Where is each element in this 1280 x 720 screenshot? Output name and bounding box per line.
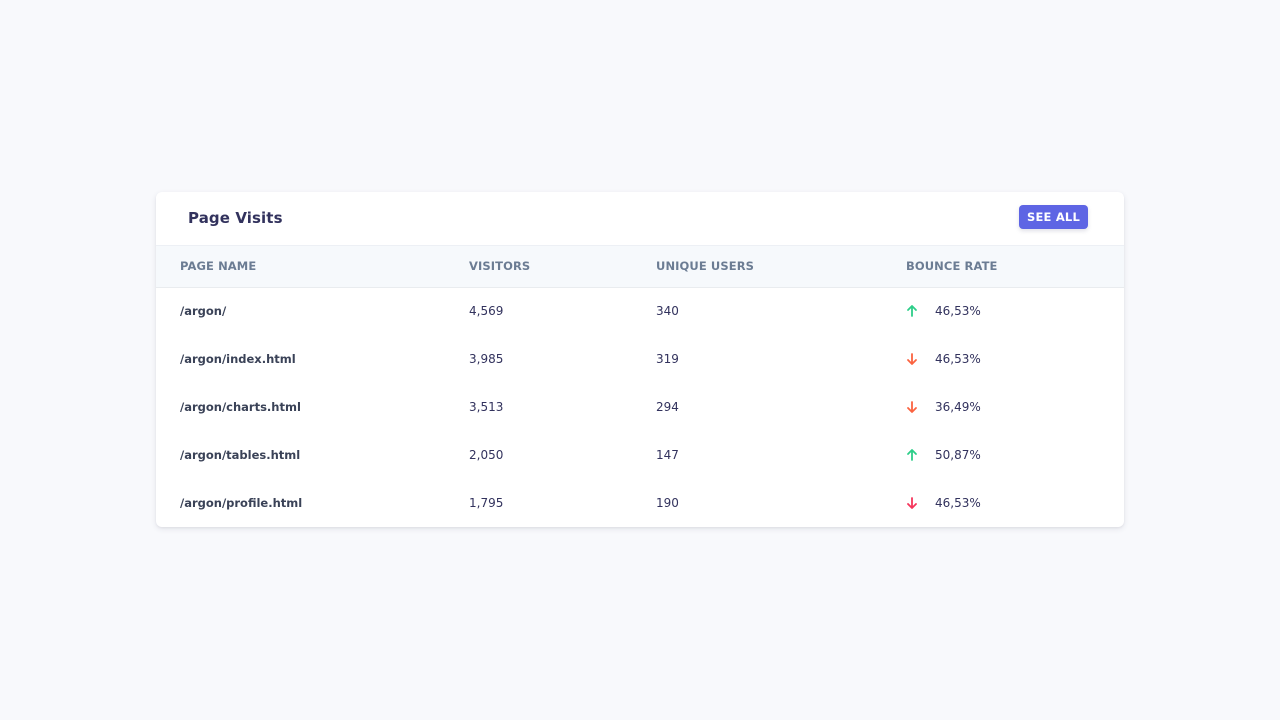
bounce-rate-value: 50,87% <box>935 448 981 462</box>
arrow-down-icon <box>906 496 918 510</box>
unique-users-cell: 340 <box>656 304 679 319</box>
page-visits-card: Page Visits SEE ALL PAGE NAME VISITORS U… <box>156 192 1124 527</box>
bounce-rate-cell: 46,53% <box>906 287 1124 335</box>
card-header: Page Visits SEE ALL <box>156 192 1124 246</box>
column-header-page-name: PAGE NAME <box>180 259 257 274</box>
page-name-cell: /argon/tables.html <box>180 448 301 462</box>
visitors-cell: 3,985 <box>469 352 504 366</box>
page-visits-table: PAGE NAME VISITORS UNIQUE USERS BOUNCE R… <box>156 246 1124 527</box>
bounce-rate-cell: 50,87% <box>906 431 1124 479</box>
unique-users-cell: 147 <box>656 448 679 462</box>
column-header-unique-users: UNIQUE USERS <box>656 259 755 274</box>
table-row: /argon/ 4,569 340 46,53% <box>156 287 1124 335</box>
page-name-cell: /argon/charts.html <box>180 400 301 414</box>
bounce-rate-cell: 46,53% <box>906 479 1124 527</box>
table-row: /argon/index.html 3,985 319 46,53% <box>156 335 1124 383</box>
bounce-rate-cell: 36,49% <box>906 383 1124 431</box>
visitors-cell: 4,569 <box>469 304 504 319</box>
table-header: PAGE NAME VISITORS UNIQUE USERS BOUNCE R… <box>156 246 1124 287</box>
arrow-up-icon <box>906 448 918 462</box>
page-name-cell: /argon/profile.html <box>180 496 303 510</box>
unique-users-cell: 294 <box>656 400 679 414</box>
card-title: Page Visits <box>188 209 283 227</box>
arrow-up-icon <box>906 304 918 318</box>
visitors-cell: 3,513 <box>469 400 504 414</box>
table-header-row: PAGE NAME VISITORS UNIQUE USERS BOUNCE R… <box>156 246 1124 287</box>
bounce-rate-value: 46,53% <box>935 496 981 510</box>
table-body: /argon/ 4,569 340 46,53% /argon/index.ht… <box>156 287 1124 527</box>
bounce-rate-value: 46,53% <box>935 352 981 366</box>
visitors-cell: 2,050 <box>469 448 504 462</box>
table-row: /argon/profile.html 1,795 190 46,53% <box>156 479 1124 527</box>
unique-users-cell: 319 <box>656 352 679 366</box>
page-name-cell: /argon/ <box>180 304 227 319</box>
bounce-rate-value: 36,49% <box>935 400 981 414</box>
table-row: /argon/charts.html 3,513 294 36,49% <box>156 383 1124 431</box>
table-row: /argon/tables.html 2,050 147 50,87% <box>156 431 1124 479</box>
column-header-visitors: VISITORS <box>469 259 531 274</box>
arrow-down-icon <box>906 352 918 366</box>
visitors-cell: 1,795 <box>469 496 504 510</box>
bounce-rate-value: 46,53% <box>935 304 981 319</box>
see-all-button[interactable]: SEE ALL <box>1019 205 1088 229</box>
page-name-cell: /argon/index.html <box>180 352 296 366</box>
bounce-rate-cell: 46,53% <box>906 335 1124 383</box>
column-header-bounce-rate: BOUNCE RATE <box>906 259 998 274</box>
arrow-down-icon <box>906 400 918 414</box>
unique-users-cell: 190 <box>656 496 679 510</box>
